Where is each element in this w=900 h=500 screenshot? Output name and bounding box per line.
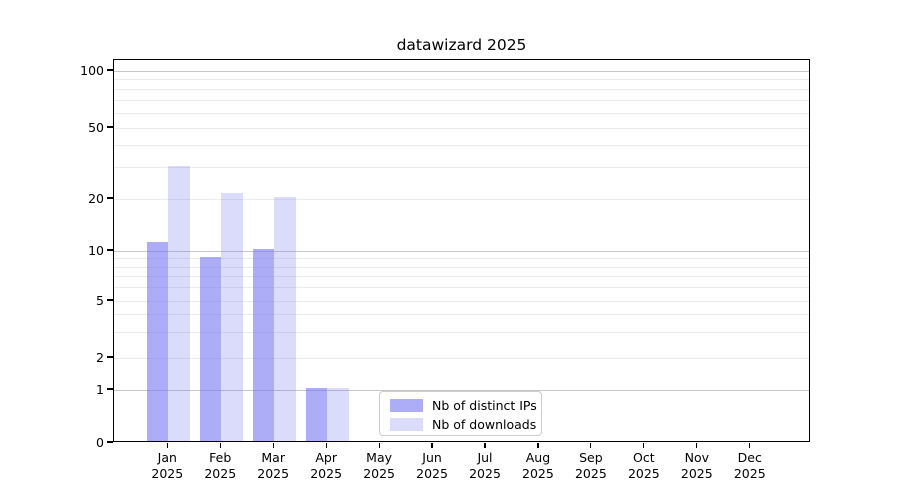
x-tick-label-jan: Jan 2025 [151, 450, 184, 481]
plot-area [113, 59, 810, 442]
x-tick-mark-dec [749, 443, 751, 448]
x-tick-label-sep: Sep 2025 [574, 450, 607, 481]
x-tick-label-feb: Feb 2025 [204, 450, 237, 481]
bar-downloads-feb [221, 193, 243, 441]
x-tick-label-mar: Mar 2025 [257, 450, 290, 481]
x-tick-label-aug: Aug 2025 [522, 450, 554, 481]
y-tick-label-5: 5 [96, 292, 104, 308]
y-tick-mark-20 [107, 197, 113, 199]
gridline-40 [114, 144, 809, 146]
gridline-5 [114, 300, 809, 302]
gridline-80 [114, 88, 809, 90]
x-tick-label-may: May 2025 [363, 450, 395, 481]
y-tick-mark-10 [107, 249, 113, 251]
x-tick-mark-feb [219, 443, 221, 448]
y-tick-mark-0 [107, 441, 113, 443]
y-tick-mark-1 [107, 388, 113, 390]
bar-distinct-ips-feb [199, 256, 222, 441]
gridline-1 [114, 389, 809, 391]
x-tick-mark-nov [696, 443, 698, 448]
gridline-7 [114, 276, 809, 278]
x-tick-label-jul: Jul 2025 [469, 450, 501, 481]
x-tick-mark-apr [325, 443, 327, 448]
bar-downloads-jan [168, 165, 190, 441]
gridline-6 [114, 287, 809, 289]
y-tick-label-10: 10 [88, 242, 104, 258]
x-tick-label-dec: Dec 2025 [733, 450, 766, 481]
x-tick-mark-sep [590, 443, 592, 448]
gridline-10 [114, 250, 809, 252]
gridline-2 [114, 357, 809, 359]
bar-distinct-ips-apr [305, 388, 328, 441]
legend-swatch-downloads [390, 418, 423, 431]
gridline-70 [114, 99, 809, 101]
y-tick-mark-100 [107, 69, 113, 71]
gridline-90 [114, 79, 809, 81]
y-tick-mark-5 [107, 299, 113, 301]
gridline-30 [114, 167, 809, 169]
legend-label-downloads: Nb of downloads [432, 417, 537, 432]
bar-downloads-apr [327, 388, 349, 441]
gridline-4 [114, 314, 809, 316]
y-tick-label-2: 2 [96, 349, 104, 365]
gridline-3 [114, 332, 809, 334]
bar-distinct-ips-mar [252, 249, 275, 441]
legend-label-distinct-ips: Nb of distinct IPs [432, 398, 537, 413]
gridline-8 [114, 266, 809, 268]
x-tick-mark-jul [484, 443, 486, 448]
x-tick-label-nov: Nov 2025 [680, 450, 713, 481]
gridline-50 [114, 127, 809, 129]
legend: Nb of distinct IPs Nb of downloads [379, 391, 542, 436]
legend-entry-distinct-ips: Nb of distinct IPs [390, 396, 541, 415]
y-tick-mark-2 [107, 356, 113, 358]
bar-distinct-ips-jan [146, 241, 169, 441]
legend-swatch-distinct-ips [390, 399, 423, 412]
gridline-9 [114, 258, 809, 260]
bar-downloads-mar [274, 197, 296, 441]
y-tick-label-0: 0 [96, 434, 104, 450]
gridline-60 [114, 112, 809, 114]
y-tick-mark-50 [107, 126, 113, 128]
gridline-20 [114, 198, 809, 200]
x-tick-mark-jan [166, 443, 168, 448]
y-tick-label-1: 1 [96, 381, 104, 397]
x-tick-label-apr: Apr 2025 [310, 450, 343, 481]
chart-title: datawizard 2025 [396, 36, 527, 54]
y-tick-label-50: 50 [88, 119, 104, 135]
y-tick-label-20: 20 [88, 190, 104, 206]
x-tick-mark-oct [643, 443, 645, 448]
x-tick-mark-mar [272, 443, 274, 448]
y-tick-label-100: 100 [80, 62, 104, 78]
gridline-100 [114, 70, 809, 72]
x-tick-mark-may [378, 443, 380, 448]
legend-entry-downloads: Nb of downloads [390, 415, 541, 434]
x-tick-label-oct: Oct 2025 [627, 450, 660, 481]
x-tick-mark-jun [431, 443, 433, 448]
x-tick-label-jun: Jun 2025 [416, 450, 448, 481]
x-tick-mark-aug [537, 443, 539, 448]
